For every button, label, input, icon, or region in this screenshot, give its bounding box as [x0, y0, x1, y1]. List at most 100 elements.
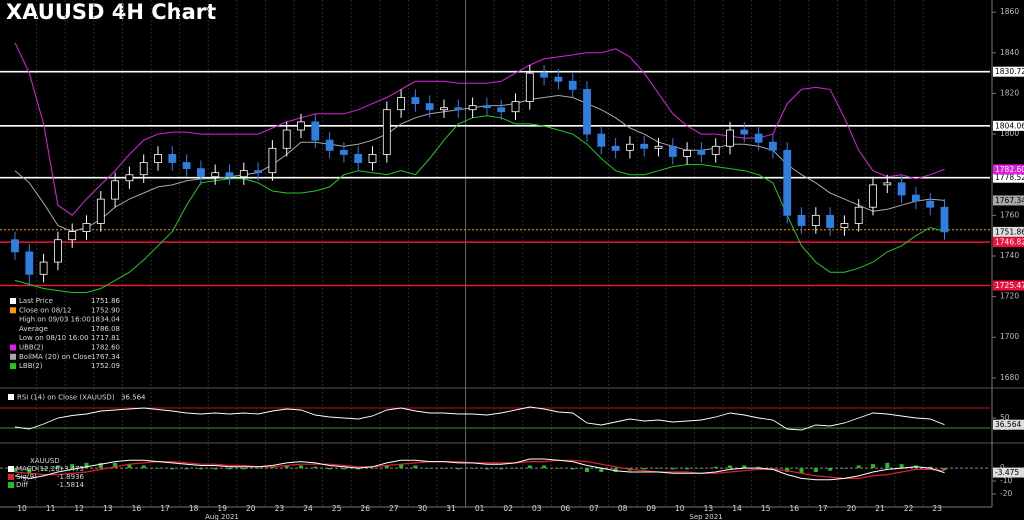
legend-label: BollMA (20) on Close [19, 353, 92, 361]
candle-body [482, 105, 491, 109]
histogram-bar [41, 468, 46, 470]
y-tick-label: 1680 [1000, 373, 1019, 382]
candle-body [683, 149, 691, 157]
candle-body [912, 194, 920, 202]
histogram-bar [270, 466, 275, 469]
candle-body [668, 145, 677, 157]
candle-body [325, 139, 334, 151]
legend-swatch [10, 298, 16, 304]
price-tag-label: 1830.72 [995, 67, 1024, 76]
candle-body [425, 103, 434, 111]
x-tick-label: 26 [360, 504, 370, 513]
legend-swatch [10, 344, 16, 351]
x-tick-label: 02 [503, 504, 513, 513]
price-tag-label: 1782.60 [995, 165, 1024, 174]
histogram-bar [770, 468, 775, 469]
histogram-bar [613, 468, 618, 472]
y-tick-label: 1760 [1000, 210, 1019, 219]
x-tick-label: 17 [818, 504, 828, 513]
price-tag [993, 195, 1024, 206]
x-tick-label: 13 [103, 504, 113, 513]
y-tick-label: 0 [1000, 463, 1005, 472]
legend-swatch [8, 474, 14, 480]
candle-body [154, 153, 162, 163]
histogram-bar [556, 468, 561, 469]
histogram-bar [656, 468, 661, 469]
histogram-bar [585, 468, 589, 472]
x-tick-label: 24 [303, 504, 313, 513]
x-tick-label: 14 [732, 504, 742, 513]
histogram-bar [327, 468, 332, 470]
candle-body [568, 80, 577, 90]
price-tag [993, 280, 1024, 291]
histogram-bar [156, 468, 160, 469]
x-tick-label: 03 [532, 504, 542, 513]
legend-value: 1782.60 [91, 344, 120, 352]
histogram-bar [942, 468, 947, 471]
histogram-bar [241, 468, 246, 470]
candle-body [211, 172, 220, 178]
candle-body [497, 107, 506, 113]
candle-body [411, 97, 420, 105]
x-tick-label: 16 [789, 504, 799, 513]
histogram-bar [198, 468, 203, 470]
x-tick-label: 21 [875, 504, 885, 513]
candle-body [754, 133, 763, 143]
candle-body [854, 206, 863, 224]
histogram-bar [828, 468, 833, 471]
candle-body [39, 261, 48, 275]
legend-value: 1752.90 [91, 306, 120, 314]
y-tick-label: 1740 [1000, 251, 1019, 260]
candle-body [626, 143, 634, 151]
histogram-bar [513, 468, 518, 469]
legend-value: 1786.08 [91, 325, 120, 333]
price-tag-label: 1778.52 [995, 173, 1024, 182]
candle-body [940, 206, 949, 233]
histogram-bar [356, 468, 361, 470]
month-label: Sep 2021 [689, 513, 722, 520]
candle-body [96, 198, 105, 224]
legend-label: Diff [16, 481, 28, 489]
x-tick-label: 20 [246, 504, 256, 513]
x-tick-label: 11 [46, 504, 56, 513]
y-tick-label: 1820 [1000, 88, 1019, 97]
histogram-bar [713, 466, 718, 469]
candle-body [769, 141, 777, 151]
price-tag [993, 419, 1024, 430]
legend-swatch [10, 363, 16, 370]
y-tick-label: -20 [1000, 489, 1012, 498]
candle-body [382, 109, 391, 155]
candle-body [182, 162, 191, 170]
histogram-bar [55, 465, 60, 469]
histogram-bar [384, 465, 389, 469]
histogram-bar [370, 468, 375, 469]
histogram-bar [113, 462, 118, 469]
band-line [14, 115, 945, 293]
candle-body [840, 223, 849, 228]
x-tick-label: 23 [932, 504, 942, 513]
candle-body [368, 153, 377, 163]
price-tag [993, 226, 1024, 237]
x-tick-label: 16 [132, 504, 142, 513]
candle-body [811, 214, 820, 226]
histogram-bar [284, 465, 289, 469]
histogram-bar [699, 468, 704, 469]
price-tag [993, 172, 1024, 183]
y-tick-label: -10 [1000, 476, 1012, 485]
histogram-bar [642, 468, 647, 470]
candle-body [540, 72, 548, 78]
candle-body [511, 101, 520, 113]
candle-body [68, 231, 77, 241]
histogram-bar [227, 468, 232, 470]
indicator-line [14, 406, 945, 431]
legend-value: 1834.04 [91, 316, 120, 324]
legend-value: 1752.09 [91, 362, 120, 370]
histogram-bar [442, 468, 446, 469]
x-tick-label: 10 [17, 504, 27, 513]
candle-body [726, 129, 734, 147]
legend-value: -1.8936 [57, 473, 85, 481]
x-tick-label: 09 [646, 504, 656, 513]
candle-body [339, 149, 348, 155]
y-tick-label: 1700 [1000, 332, 1019, 341]
band-line [14, 42, 945, 216]
